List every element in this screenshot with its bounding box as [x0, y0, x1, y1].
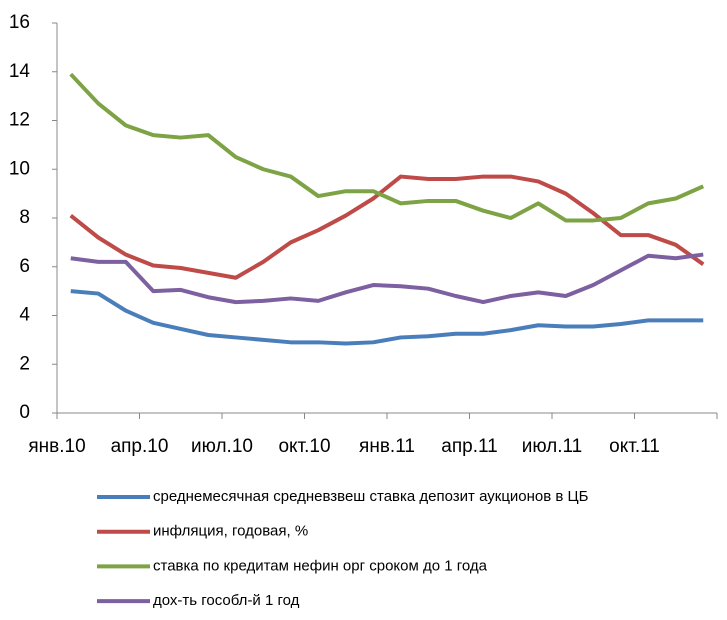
- line-series: [69, 174, 705, 280]
- x-tick-label: янв.10: [28, 436, 85, 457]
- x-tick-label: окт.11: [609, 436, 660, 457]
- x-tick-label: апр.10: [111, 436, 169, 457]
- y-tick-label: 8: [19, 207, 30, 228]
- x-tick-label: июл.10: [191, 436, 253, 457]
- line-series: [70, 252, 704, 305]
- y-tick-label: 4: [19, 305, 30, 326]
- x-tick-label: окт.10: [278, 436, 330, 457]
- legend-label: дох-ть гособл-й 1 год: [153, 592, 300, 609]
- y-tick-label: 16: [9, 12, 30, 33]
- y-tick-label: 12: [9, 110, 30, 131]
- y-tick-label: 10: [9, 158, 30, 179]
- line-series: [70, 289, 704, 346]
- x-tick-label: июл.11: [522, 436, 583, 457]
- y-tick-label: 14: [9, 61, 31, 82]
- legend-label: инфляция, годовая, %: [153, 523, 308, 540]
- x-tick-label: апр.11: [441, 436, 497, 457]
- legend-label: ставка по кредитам нефин орг сроком до 1…: [153, 557, 488, 574]
- y-tick-label: 0: [19, 402, 30, 423]
- x-tick-label: янв.11: [359, 436, 415, 457]
- y-tick-label: 2: [19, 353, 30, 374]
- legend-label: среднемесячная средневзвеш ставка депози…: [153, 488, 589, 505]
- y-tick-label: 6: [19, 256, 30, 277]
- line-series: [69, 72, 705, 223]
